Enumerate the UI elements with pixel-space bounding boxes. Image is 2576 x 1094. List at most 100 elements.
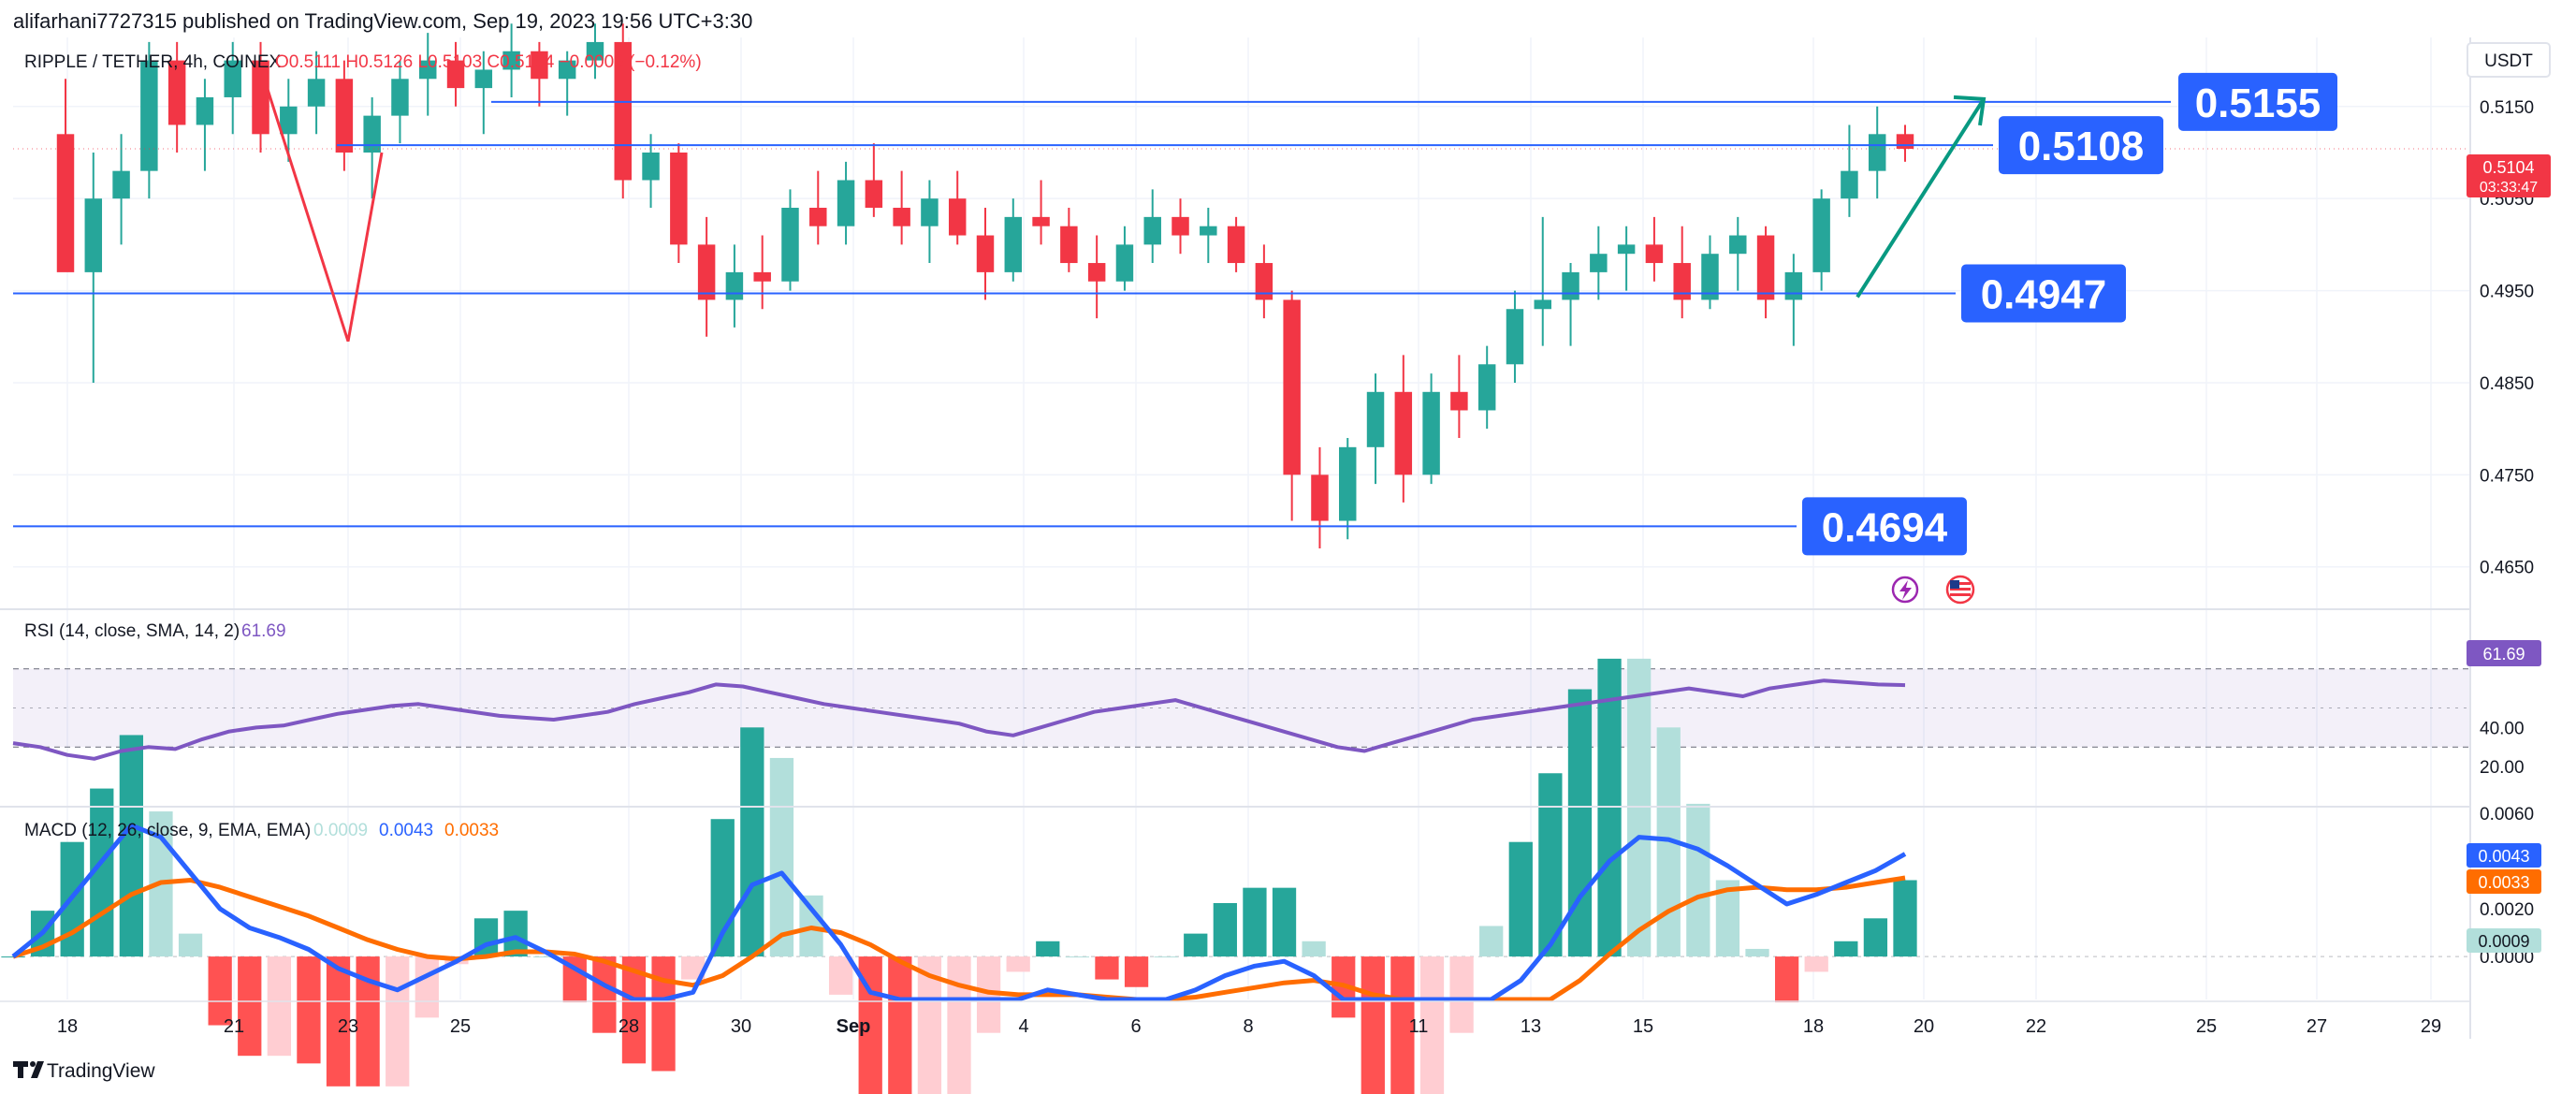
macd-histogram-bar — [297, 956, 321, 1064]
candle-body — [1812, 198, 1830, 272]
macd-line — [11, 823, 1907, 1002]
time-tick-label: 21 — [224, 1016, 244, 1037]
candle-body — [1311, 474, 1329, 521]
red-v-drawing — [264, 82, 384, 343]
time-tick-label: 23 — [338, 1016, 358, 1037]
candle-body — [1590, 254, 1608, 272]
candle-body — [1841, 170, 1858, 199]
macd-histogram-bar — [1124, 956, 1149, 987]
candle-body — [1756, 235, 1775, 300]
candle — [1756, 226, 1775, 319]
candle-body — [1366, 391, 1385, 447]
candle-body — [1673, 263, 1691, 300]
lightning-icon[interactable] — [1891, 576, 1919, 604]
time-tick-label: 25 — [450, 1016, 471, 1037]
level-badge — [1961, 264, 2126, 323]
price-tick-label: 0.4950 — [2480, 283, 2534, 302]
candle — [446, 41, 465, 107]
candle-body — [753, 271, 771, 282]
candle — [1868, 106, 1886, 199]
candle — [642, 134, 660, 209]
candle — [1701, 235, 1719, 310]
candle-body — [252, 60, 269, 135]
candle-body — [1172, 216, 1189, 236]
macd-histogram-bar — [1272, 887, 1297, 957]
signal-value-badge — [2467, 869, 2541, 894]
rsi-band — [13, 668, 2470, 748]
hist-value-badge — [2467, 928, 2541, 953]
currency-label: USDT — [2484, 51, 2533, 71]
level-label: 0.4947 — [1981, 272, 2107, 318]
last-price-badge — [2467, 154, 2551, 197]
candle-body — [335, 79, 354, 153]
candle — [474, 51, 493, 135]
candle — [1841, 124, 1858, 217]
level-badge — [2178, 72, 2337, 131]
time-tick-label: 27 — [2307, 1016, 2327, 1037]
candle — [1394, 355, 1413, 503]
macd-hist-value: 0.0009 — [313, 821, 368, 840]
macd-histogram-bar — [1095, 956, 1119, 980]
candle-body — [809, 208, 827, 226]
candle — [1115, 226, 1134, 291]
candle — [1673, 226, 1691, 319]
level-badge — [1999, 116, 2163, 175]
candle-body — [1896, 134, 1914, 150]
candle-body — [307, 79, 326, 107]
candle — [837, 161, 855, 245]
time-tick-label: Sep — [837, 1016, 871, 1037]
hist-badge-text: 0.0009 — [2478, 932, 2529, 951]
macd-histogram-bar — [947, 956, 971, 1094]
candle-body — [196, 96, 214, 125]
candle-body — [1562, 271, 1579, 300]
currency-button[interactable] — [2467, 42, 2551, 78]
macd-tick-label: 0.0000 — [2480, 948, 2534, 968]
candle-body — [1645, 244, 1664, 264]
candle — [1534, 216, 1551, 346]
annotations — [264, 82, 1987, 343]
macd-signal-value: 0.0033 — [444, 821, 499, 840]
candle-body — [391, 79, 409, 116]
rsi-tick-label: 40.00 — [2480, 719, 2525, 738]
us-flag-icon[interactable] — [1945, 575, 1975, 605]
macd-histogram-bar — [1, 956, 25, 958]
time-tick-label: 15 — [1633, 1016, 1653, 1037]
macd-histogram-bar — [888, 956, 912, 1094]
candle — [1645, 216, 1664, 282]
tradingview-logo[interactable] — [13, 1061, 44, 1078]
rsi-value-badge — [2467, 640, 2541, 666]
time-tick-label: 18 — [57, 1016, 78, 1037]
support-resistance-levels[interactable]: 0.5155 0.5108 0.4947 0.4694 — [13, 72, 2337, 556]
rsi-badge-text: 61.69 — [2482, 645, 2525, 664]
macd-badge-text: 0.0043 — [2478, 847, 2529, 866]
macd-histogram-bar — [1774, 956, 1799, 1003]
green-arrow-head — [1953, 95, 1987, 126]
price-tick-label: 0.4850 — [2480, 374, 2534, 394]
candle-body — [167, 60, 186, 125]
macd-histogram-bar — [1686, 803, 1710, 957]
candle-body — [1143, 216, 1161, 245]
candle — [1200, 208, 1217, 264]
macd-histogram-bar — [1863, 918, 1888, 957]
macd-value: 0.0043 — [379, 821, 433, 840]
macd-histogram-bar — [740, 727, 764, 957]
candle-body — [865, 180, 883, 209]
candle — [1143, 189, 1161, 264]
candle — [893, 170, 910, 245]
macd-histogram-bar — [326, 956, 351, 1087]
candle — [112, 134, 130, 245]
candle — [865, 143, 883, 217]
footer-brand: TradingView — [47, 1060, 155, 1082]
candle — [781, 189, 799, 291]
candle — [252, 41, 269, 153]
time-axis[interactable]: 18 21 23 25 28 30 Sep 4 6 8 11 13 15 18 20 22 25 27 29 — [57, 1016, 2441, 1037]
candle-body — [1868, 134, 1886, 171]
candle — [1172, 198, 1189, 255]
candle — [1590, 226, 1608, 300]
candle-body — [1534, 299, 1551, 310]
publish-info: alifarhani7727315 published on TradingVi… — [13, 9, 752, 33]
price-tick-label: 0.4750 — [2480, 466, 2534, 486]
candle — [1450, 355, 1468, 438]
candle — [224, 41, 241, 135]
